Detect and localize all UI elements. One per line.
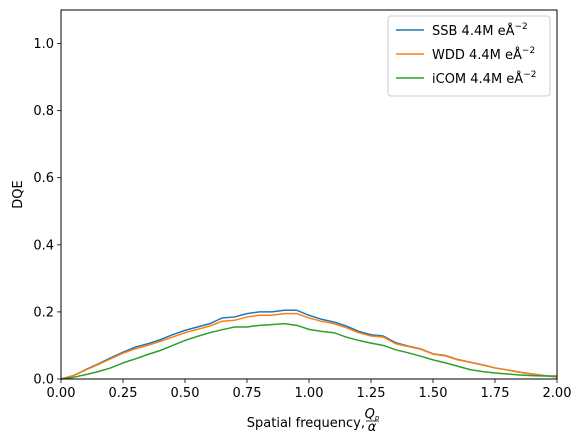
legend-box: [387, 15, 551, 97]
legend-label-main-2: iCOM 4.4M eÅ: [432, 71, 523, 87]
x-tick-label-7: 1.75: [481, 386, 510, 401]
y-tick-label-2: 0.4: [33, 238, 54, 253]
y-tick-label-5: 1.0: [33, 37, 54, 52]
x-axis-label: Spatial frequency, Qp α: [247, 407, 380, 435]
legend-label-sup-0: −2: [514, 22, 527, 32]
x-tick-label-0: 0.00: [47, 386, 76, 401]
x-tick-label-5: 1.25: [357, 386, 386, 401]
legend-label-1: WDD 4.4M eÅ−2: [432, 46, 535, 63]
x-tick-label-3: 0.75: [233, 386, 262, 401]
legend-label-main-1: WDD 4.4M eÅ: [432, 47, 522, 63]
x-tick-label-2: 0.50: [171, 386, 200, 401]
x-axis-label-numerator-main: Q: [365, 407, 375, 422]
x-axis-label-numerator: Qp: [365, 407, 380, 422]
y-axis-ticks: 0.0 0.2 0.4 0.6 0.8 1.0: [33, 37, 61, 388]
legend-label-main-0: SSB 4.4M eÅ: [432, 23, 515, 39]
legend-label-sup-1: −2: [522, 46, 535, 56]
x-axis-label-text: Spatial frequency,: [247, 416, 365, 431]
x-tick-label-8: 2.00: [543, 386, 572, 401]
y-axis-label: DQE: [11, 180, 26, 208]
x-axis-ticks: 0.00 0.25 0.50 0.75 1.00 1.25 1.50 1.75 2.00: [47, 379, 572, 401]
y-tick-label-1: 0.2: [33, 305, 54, 320]
legend-label-0: SSB 4.4M eÅ−2: [432, 22, 528, 39]
series-layer: [60, 309, 558, 380]
y-tick-label-4: 0.8: [33, 104, 54, 119]
x-axis-label-numerator-sub: p: [374, 414, 380, 422]
x-axis-label-denominator: α: [368, 420, 377, 435]
series-line-1: [60, 312, 558, 380]
x-tick-label-1: 0.25: [109, 386, 138, 401]
legend-label-2: iCOM 4.4M eÅ−2: [432, 70, 536, 87]
x-tick-label-4: 1.00: [295, 386, 324, 401]
y-tick-label-3: 0.6: [33, 171, 54, 186]
series-line-2: [60, 322, 557, 380]
y-tick-label-0: 0.0: [33, 373, 54, 388]
legend-label-sup-2: −2: [523, 70, 536, 80]
x-tick-label-6: 1.50: [419, 386, 448, 401]
